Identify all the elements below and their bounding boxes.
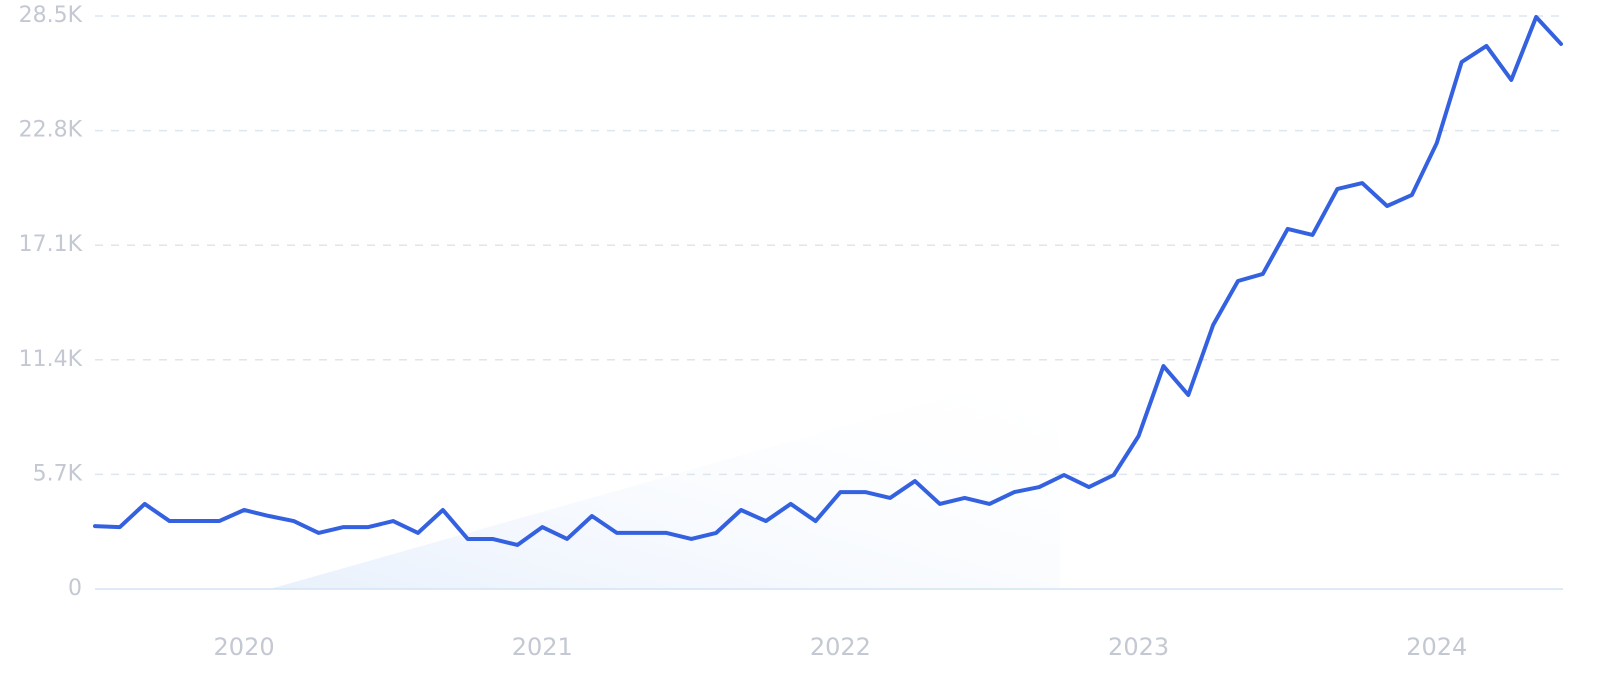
x-tick-label: 2020 [214, 633, 275, 661]
line-series [93, 15, 1563, 547]
y-tick-label: 5.7K [33, 461, 83, 486]
y-tick-label: 28.5K [19, 3, 83, 28]
y-tick-label: 22.8K [19, 118, 83, 143]
x-tick-label: 2021 [512, 633, 573, 661]
x-tick-label: 2023 [1108, 633, 1169, 661]
y-tick-label: 17.1K [19, 232, 83, 257]
x-tick-label: 2024 [1406, 633, 1467, 661]
y-tick-label: 0 [68, 576, 82, 601]
decor [270, 365, 1060, 589]
y-tick-label: 11.4K [19, 347, 83, 372]
x-tick-label: 2022 [810, 633, 871, 661]
